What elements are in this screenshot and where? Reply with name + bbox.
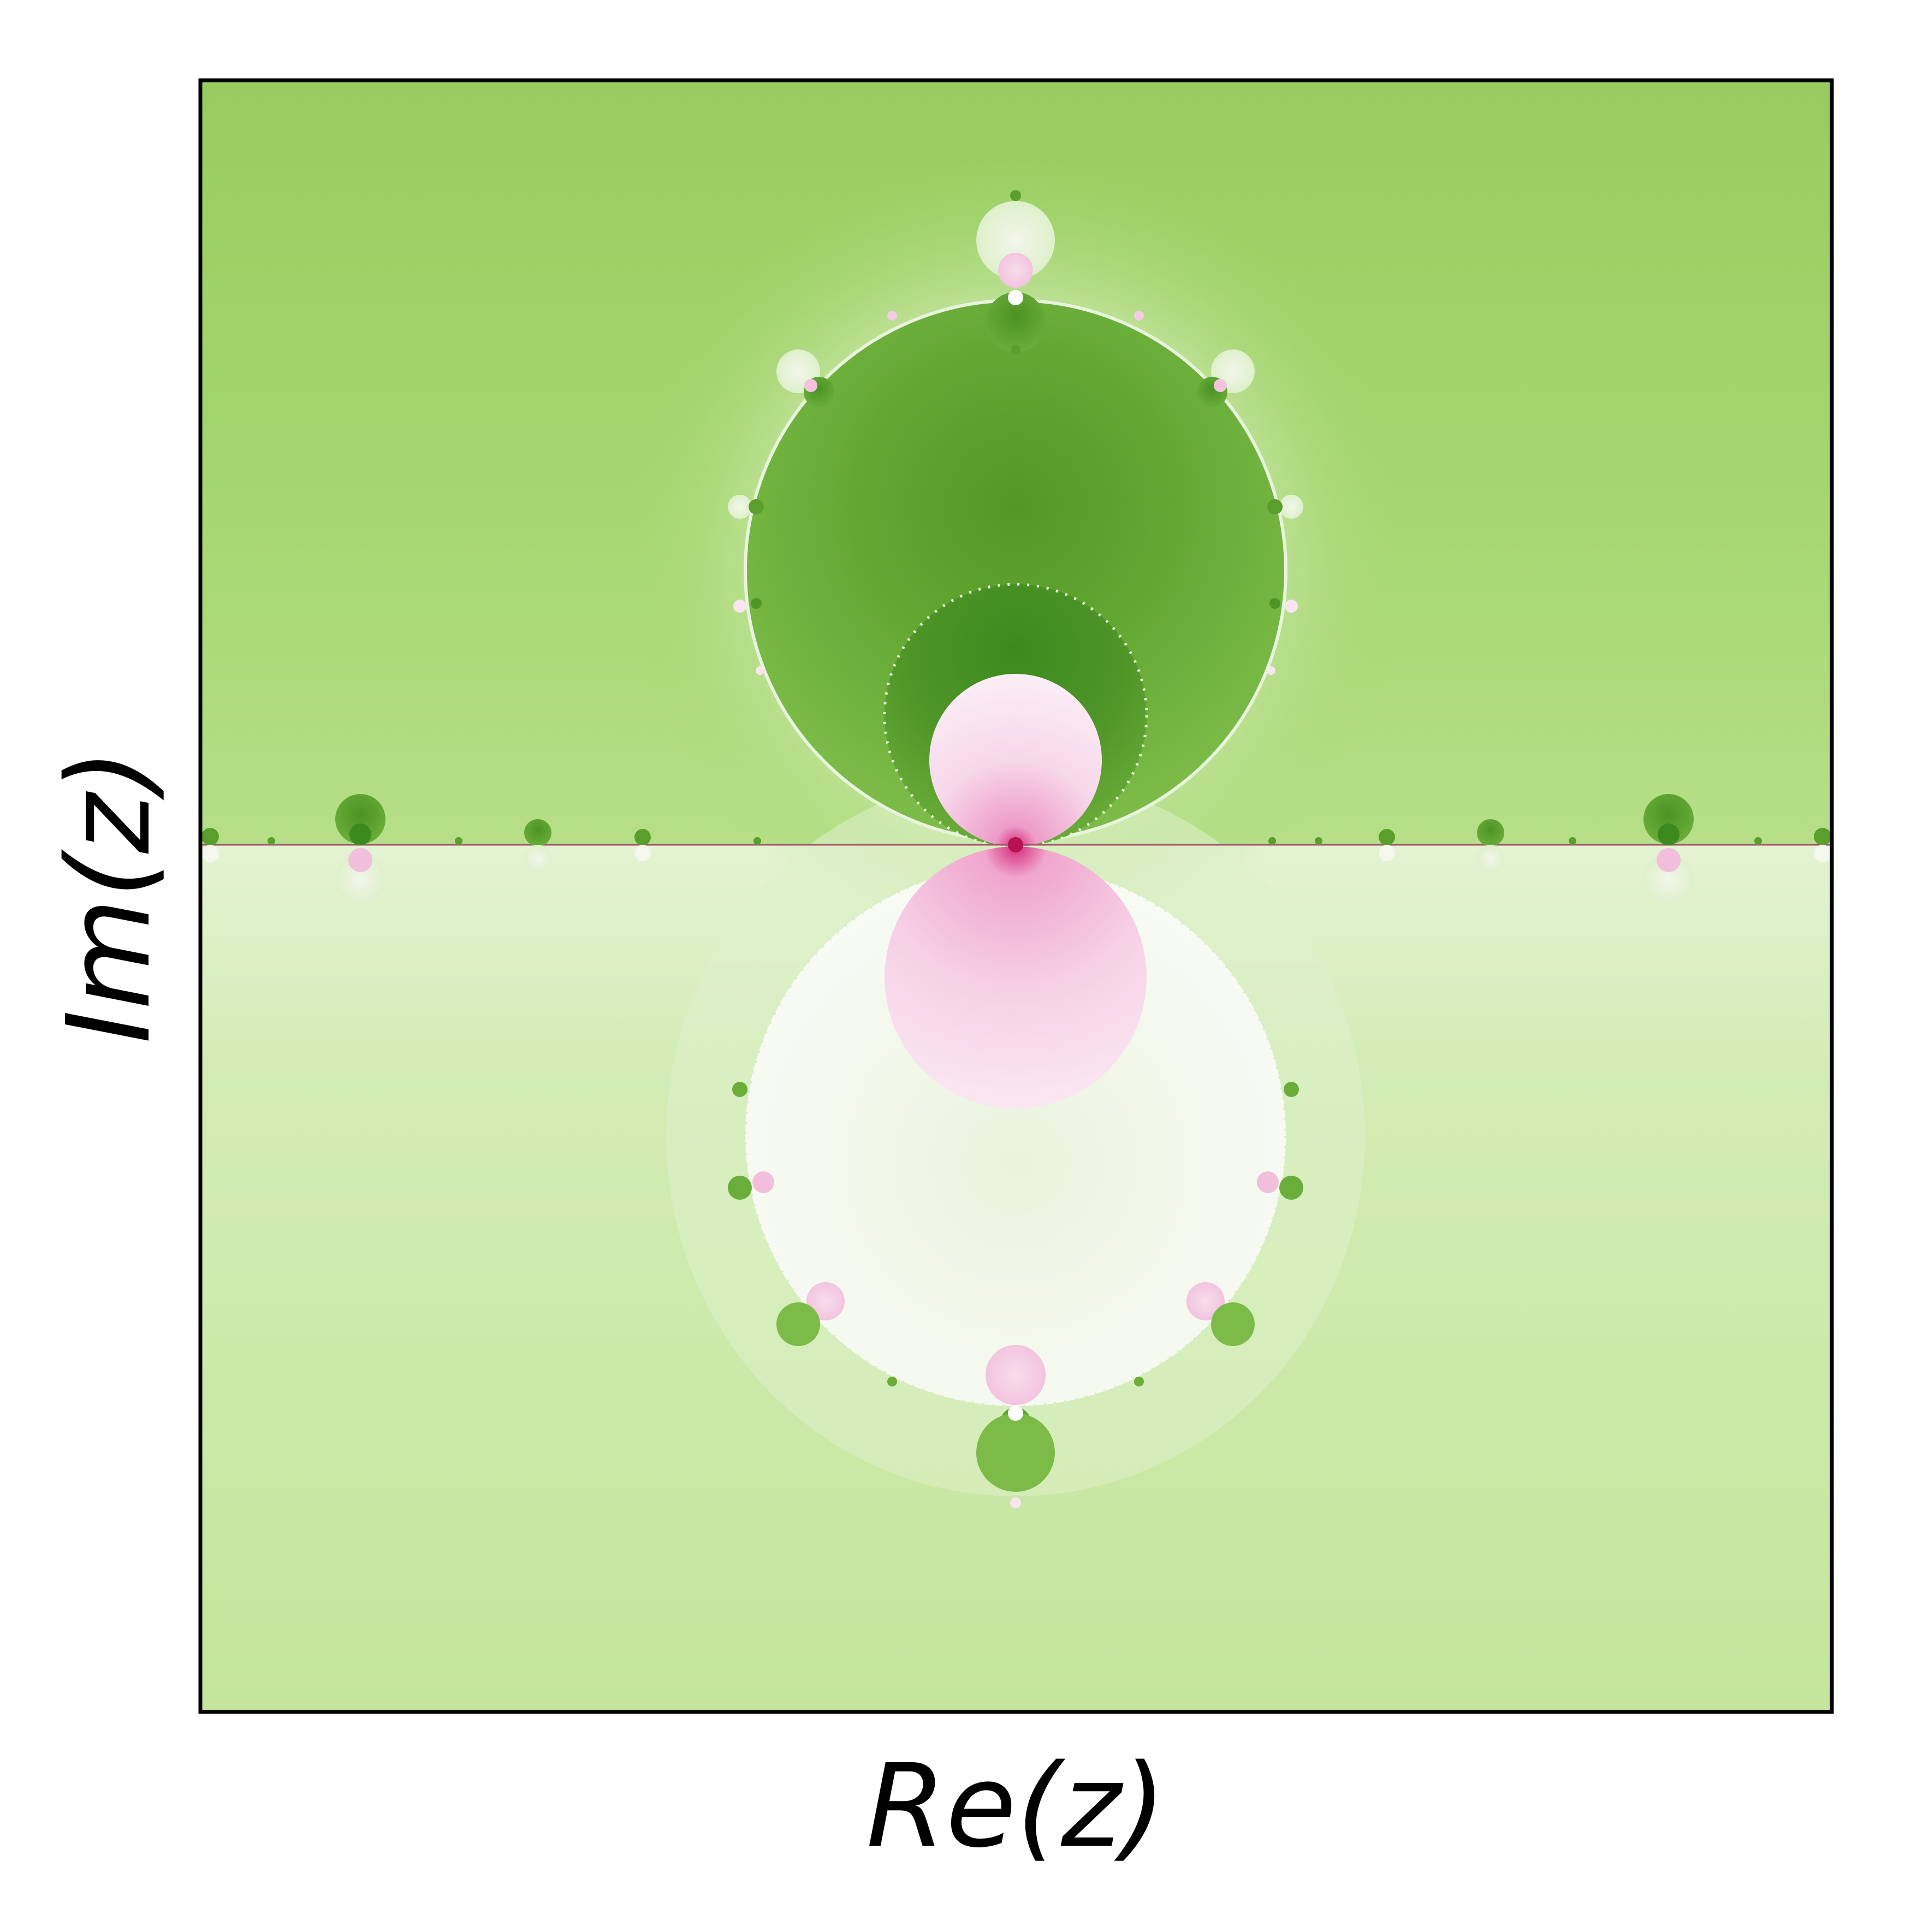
axis-bulb-right-1-dark	[1643, 794, 1694, 844]
upper-left-low-bulb	[733, 600, 746, 613]
axis-bulb-right-edge-pale	[1814, 845, 1831, 862]
upper-right-bulb-pink	[1214, 379, 1227, 392]
upper-right-low-bulb-dark	[1269, 598, 1280, 609]
upper-pink-core	[929, 674, 1102, 846]
axis-bulb-left-2-dark	[524, 819, 551, 846]
axis-bulb-left-edge-pale	[201, 845, 219, 862]
lower-right-bulb-pink	[1186, 1282, 1225, 1320]
axis-bulb-left-3-dark	[634, 829, 651, 845]
upper-right-low-bulb	[1285, 600, 1298, 613]
lower-left-mid-bulb	[752, 1171, 774, 1193]
axis-bulb-right-2-dark	[1477, 819, 1504, 846]
axis-bulb-right-3-pale	[1379, 845, 1395, 861]
upper-left-mini-bulb	[756, 666, 764, 675]
upper-left-mid-bulb	[728, 495, 752, 519]
upper-right-mini-bulb	[1267, 666, 1275, 675]
axis-bulb-right-edge-dark	[1814, 828, 1831, 845]
upper-right-mid-bulb	[1279, 495, 1303, 519]
top-satellite-dark	[986, 292, 1046, 352]
origin-point	[1008, 837, 1023, 852]
axis-bulb-right-2-pale	[1477, 845, 1504, 872]
lower-pale-disc	[744, 864, 1287, 1408]
lower-right-mid-bulb	[1257, 1171, 1279, 1193]
top-satellite-pink	[998, 253, 1033, 288]
axis-bulb-left-1-pink	[348, 848, 372, 872]
axis-bulb-left-small	[455, 837, 462, 845]
axis-bulb-left-2-pale	[524, 845, 551, 872]
upper-left-tiny-bulb	[887, 311, 897, 321]
upper-right-mid-bulb-dark	[1267, 499, 1283, 514]
lower-left-bulb-pink	[806, 1282, 845, 1320]
axis-bulb-left-edge-dark	[201, 828, 219, 845]
bottom-satellite-node	[1008, 1406, 1023, 1421]
lower-left-tiny-bulb	[887, 1377, 897, 1386]
lower-right-tiny-bulb	[1134, 1377, 1144, 1386]
plot-area	[200, 80, 1832, 1712]
lower-right-low-bulb	[1284, 1082, 1299, 1097]
upper-left-mid-bulb-dark	[749, 499, 764, 514]
upper-left-low-bulb-dark	[751, 598, 762, 609]
y-axis-label: Im(z)	[42, 749, 176, 1044]
top-satellite-tip	[1010, 190, 1021, 201]
plot-frame	[198, 78, 1834, 1714]
bottom-satellite-pink	[986, 1345, 1046, 1405]
lower-left-mid-bulb-dark	[728, 1176, 752, 1200]
lower-left-low-bulb	[732, 1082, 747, 1097]
axis-bulb-right-1-pink	[1657, 848, 1681, 872]
top-satellite-node	[1008, 290, 1023, 305]
axis-bulb-left-1-pale	[335, 854, 385, 904]
axis-bulb-right-small	[1315, 837, 1322, 845]
axis-bulb-right-small	[1268, 837, 1276, 845]
upper-left-bulb-pink	[804, 379, 817, 392]
lower-right-mid-bulb-dark	[1279, 1176, 1303, 1200]
axis-bulb-right-1-pale	[1643, 854, 1694, 904]
axis-bulb-right-1-core	[1658, 823, 1680, 845]
bottom-satellite-dark	[976, 1413, 1055, 1492]
lower-pink-bulb	[885, 846, 1147, 1109]
axis-bulb-right-small	[1569, 837, 1576, 845]
axis-bulb-right-small	[1754, 837, 1762, 845]
bottom-satellite-tip	[1010, 1497, 1021, 1508]
top-satellite-pale	[976, 201, 1055, 280]
lower-right-bulb-dark	[1211, 1302, 1255, 1346]
axis-bulb-left-small	[268, 837, 275, 845]
axis-bulb-left-3-pale	[634, 845, 651, 861]
axis-bulb-left-small	[753, 837, 761, 845]
axis-bulb-right-3-dark	[1379, 829, 1395, 845]
upper-right-tiny-bulb	[1134, 311, 1144, 321]
lower-left-bulb-dark	[776, 1302, 820, 1346]
x-axis-label: Re(z)	[866, 1739, 1166, 1873]
top-satellite-node	[1011, 345, 1020, 354]
axis-bulb-left-1-dark	[335, 794, 385, 844]
axis-bulb-left-1-core	[349, 823, 371, 845]
